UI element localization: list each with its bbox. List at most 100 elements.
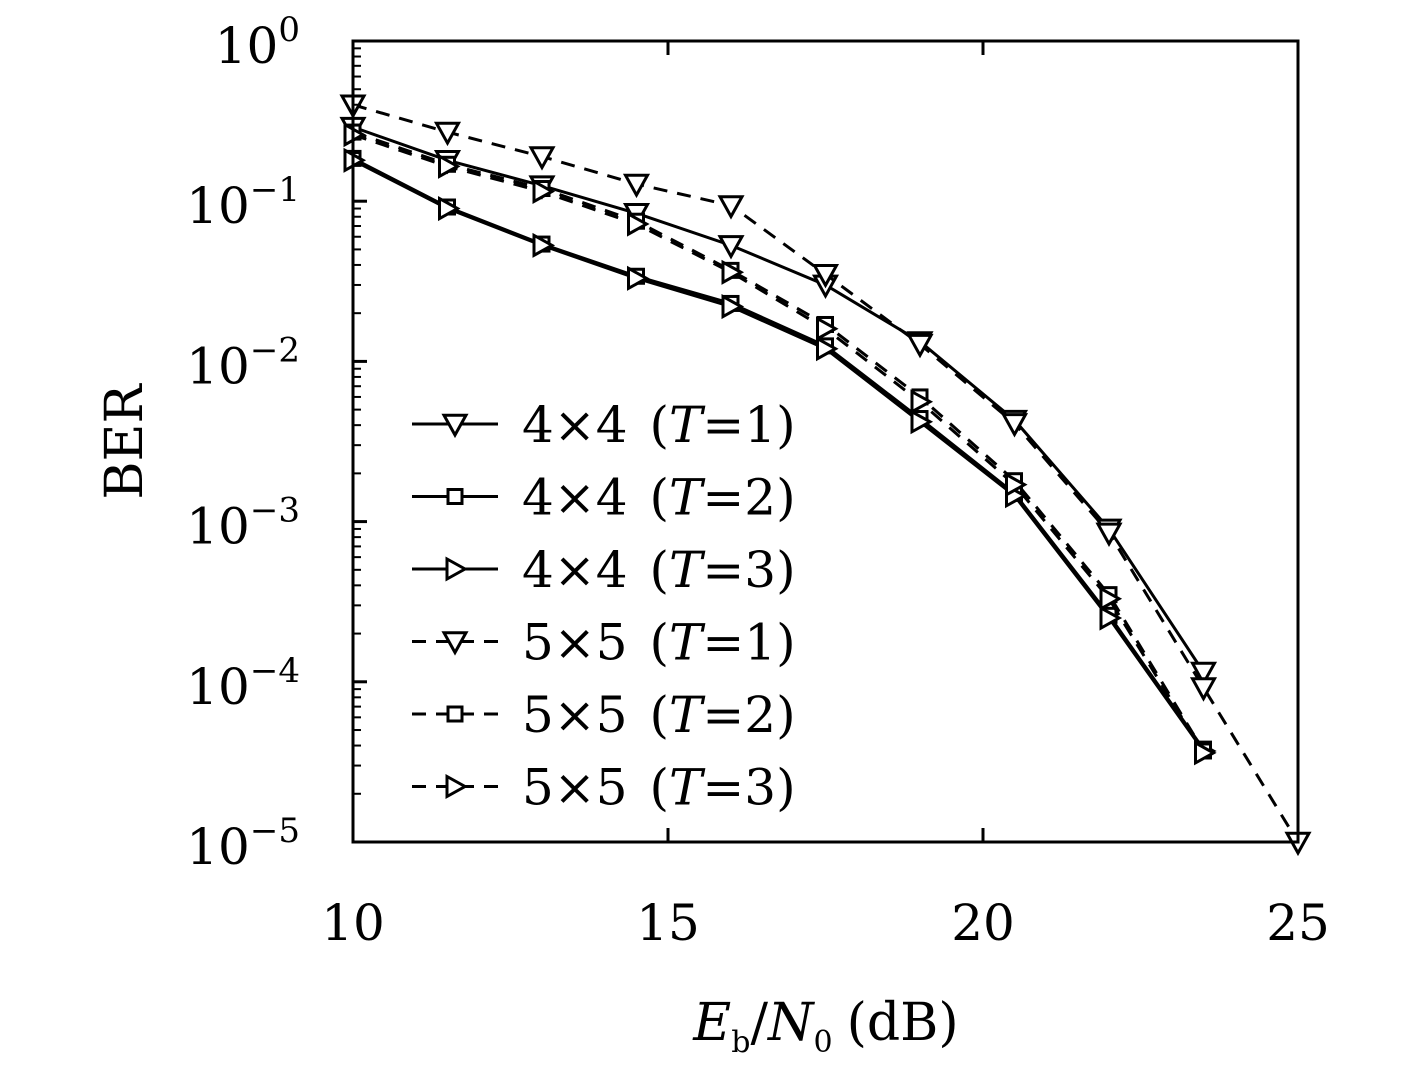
legend-t: T xyxy=(669,614,706,672)
x-title-unit: (dB) xyxy=(847,993,959,1053)
y-tick-base: 10 xyxy=(186,337,250,395)
legend-close: ) xyxy=(776,541,796,599)
legend-label: 4×4 (T=3) xyxy=(522,541,796,599)
legend-close: ) xyxy=(776,469,796,527)
y-tick-label: 100 xyxy=(215,10,300,75)
y-axis-title: BER xyxy=(95,382,155,499)
legend-open: ( xyxy=(650,759,670,817)
legend-t: T xyxy=(669,686,706,744)
legend-label: 4×4 (T=2) xyxy=(522,469,796,527)
y-tick-exp: −4 xyxy=(250,651,300,691)
legend-eq: =2 xyxy=(702,469,776,527)
legend-item: 4×4 (T=2) xyxy=(412,469,796,527)
data-point xyxy=(721,259,745,285)
series-4 xyxy=(339,94,1312,857)
series-layer xyxy=(339,94,1312,857)
data-point xyxy=(1000,413,1029,438)
x-title-sub-0: 0 xyxy=(814,1025,833,1060)
x-title-n: N xyxy=(766,993,815,1053)
x-tick-label: 25 xyxy=(1266,894,1330,952)
legend-label: 4×4 (T=1) xyxy=(522,396,796,454)
y-tick-label: 10−5 xyxy=(186,811,300,876)
series-line xyxy=(352,158,1205,752)
y-tick-label: 10−2 xyxy=(186,330,300,395)
y-tick-base: 10 xyxy=(186,498,250,556)
y-tick-base: 10 xyxy=(186,818,250,876)
data-point xyxy=(1189,677,1218,702)
y-tick-label: 10−4 xyxy=(186,651,300,716)
legend-t: T xyxy=(669,541,706,599)
legend-dim: 4×4 xyxy=(522,469,628,527)
data-point xyxy=(717,195,745,220)
y-tick-exp: −1 xyxy=(250,170,300,210)
data-point xyxy=(1095,522,1123,547)
legend-item: 4×4 (T=3) xyxy=(412,541,796,599)
legend-eq: =1 xyxy=(702,614,776,672)
legend-dim: 5×5 xyxy=(522,614,628,672)
y-tick-base: 10 xyxy=(215,17,279,75)
legend-marker xyxy=(446,705,464,723)
y-tick-exp: −3 xyxy=(250,491,300,531)
data-point xyxy=(433,121,462,147)
legend-t: T xyxy=(669,469,706,527)
data-point xyxy=(1194,740,1217,766)
legend-dim: 5×5 xyxy=(522,759,628,817)
data-point xyxy=(438,153,461,179)
y-tick-exp: 0 xyxy=(278,10,300,50)
y-tick-base: 10 xyxy=(186,177,250,235)
legend-open: ( xyxy=(650,469,670,527)
legend: 4×4 (T=1)4×4 (T=2)4×4 (T=3)5×5 (T=1)5×5 (T=2)… xyxy=(412,396,796,817)
y-tick-exp: −2 xyxy=(250,330,300,370)
legend-item: 5×5 (T=1) xyxy=(412,614,796,672)
series-line xyxy=(352,133,1205,754)
y-tick-exp: −5 xyxy=(250,811,300,851)
legend-marker xyxy=(446,488,464,505)
y-tick-label: 10−3 xyxy=(186,491,300,556)
data-point xyxy=(532,232,556,258)
data-point xyxy=(528,146,556,171)
legend-eq: =3 xyxy=(702,759,776,817)
x-tick-label: 10 xyxy=(321,894,385,952)
plot-frame xyxy=(351,39,1300,844)
legend-marker xyxy=(441,631,469,656)
x-title-e: E xyxy=(692,993,731,1053)
x-title-slash: / xyxy=(750,993,768,1053)
data-point xyxy=(910,389,934,415)
legend-eq: =2 xyxy=(702,686,776,744)
data-point xyxy=(627,211,650,237)
legend-item: 5×5 (T=3) xyxy=(412,759,796,817)
legend-dim: 5×5 xyxy=(522,686,628,744)
series-line xyxy=(352,125,1205,673)
data-point xyxy=(1189,661,1218,687)
legend-close: ) xyxy=(776,759,796,817)
x-axis-title: Eb/N0 (dB) xyxy=(692,993,958,1060)
x-title-sub-b: b xyxy=(731,1025,750,1060)
x-tick-label: 15 xyxy=(636,894,700,952)
data-point xyxy=(438,195,461,222)
x-tick-label: 20 xyxy=(951,894,1015,952)
legend-marker xyxy=(441,413,469,439)
legend-close: ) xyxy=(776,686,796,744)
legend-eq: =1 xyxy=(702,396,776,454)
series-line xyxy=(352,103,1300,843)
legend-eq: =3 xyxy=(702,541,776,599)
data-point xyxy=(816,336,839,362)
data-point xyxy=(532,178,556,205)
legend-open: ( xyxy=(650,614,670,672)
legend-label: 5×5 (T=3) xyxy=(522,759,796,817)
data-point xyxy=(816,316,839,342)
legend-close: ) xyxy=(776,614,796,672)
data-point xyxy=(906,333,934,359)
legend-marker xyxy=(445,773,469,800)
data-point xyxy=(910,409,934,435)
data-point xyxy=(627,265,650,291)
legend-marker xyxy=(445,556,469,582)
legend-t: T xyxy=(669,759,706,817)
data-point xyxy=(1005,472,1028,498)
legend-open: ( xyxy=(650,686,670,744)
legend-item: 4×4 (T=1) xyxy=(412,396,796,454)
legend-label: 5×5 (T=1) xyxy=(522,614,796,672)
